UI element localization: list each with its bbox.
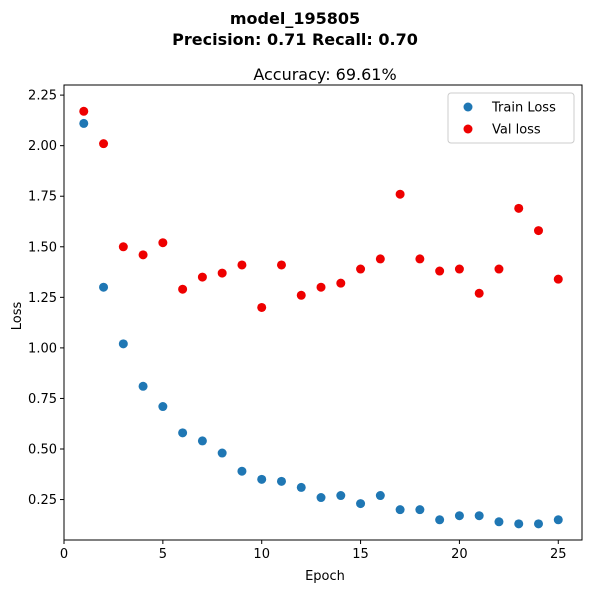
val-loss-point (217, 268, 227, 278)
train-loss-point (158, 402, 168, 412)
x-tick-label: 25 (550, 547, 567, 562)
val-loss-point (474, 288, 484, 298)
train-loss-point (257, 474, 267, 484)
plot-frame (63, 84, 583, 541)
train-loss-point (178, 428, 188, 438)
y-tick-label: 0.50 (28, 443, 57, 458)
y-tick-label: 2.25 (28, 89, 57, 104)
train-loss-point (197, 436, 207, 446)
chart-title: Accuracy: 69.61% (253, 65, 396, 84)
y-tick-label: 1.25 (28, 291, 57, 306)
val-loss-point (79, 106, 89, 116)
val-loss-point (336, 278, 346, 288)
val-loss-point (435, 266, 445, 276)
train-loss-point (454, 511, 464, 521)
train-loss-point (474, 511, 484, 521)
legend-marker-train-loss (463, 102, 473, 112)
train-loss-point (276, 476, 286, 486)
val-loss-point (99, 139, 109, 149)
y-axis-label: Loss (10, 302, 25, 331)
train-loss-point (296, 482, 306, 492)
val-loss-point (415, 254, 425, 264)
x-tick-label: 15 (352, 547, 369, 562)
train-loss-point (118, 339, 128, 349)
x-axis-label: Epoch (305, 569, 345, 584)
train-loss-point (553, 515, 563, 525)
val-loss-point (494, 264, 504, 274)
y-tick-label: 0.75 (28, 392, 57, 407)
train-loss-point (99, 282, 109, 292)
val-loss-point (356, 264, 366, 274)
val-loss-point (197, 272, 207, 282)
val-loss-point (257, 302, 267, 312)
axes: 0 5 10 15 20 25 0.25 0.50 0.75 1.00 1.25 1.50 1.75 2.… (28, 84, 583, 562)
train-loss-point (395, 505, 405, 515)
legend-label-train-loss: Train Loss (491, 101, 556, 116)
y-tick-label: 1.75 (28, 190, 57, 205)
x-tick-label: 0 (60, 547, 68, 562)
val-loss-point (158, 238, 168, 248)
val-loss-point (178, 284, 188, 294)
val-loss-point (375, 254, 385, 264)
val-loss-point (118, 242, 128, 252)
val-loss-point (534, 226, 544, 236)
legend: Train Loss Val loss (447, 92, 575, 144)
train-loss-point (79, 118, 89, 128)
val-loss-point (237, 260, 247, 270)
val-loss-point (395, 189, 405, 199)
legend-label-val-loss: Val loss (492, 123, 541, 138)
train-loss-point (138, 381, 148, 391)
train-loss-point (534, 519, 544, 529)
legend-box (447, 92, 575, 144)
val-loss-point (553, 274, 563, 284)
train-loss-point (336, 491, 346, 501)
x-tick-label: 5 (159, 547, 167, 562)
val-loss-point (316, 282, 326, 292)
y-tick-label: 1.00 (28, 341, 57, 356)
train-loss-point (435, 515, 445, 525)
train-loss-point (217, 448, 227, 458)
train-loss-point (514, 519, 524, 529)
train-loss-point (494, 517, 504, 527)
y-tick-label: 1.50 (28, 240, 57, 255)
train-loss-point (356, 499, 366, 509)
train-loss-point (237, 466, 247, 476)
x-tick-label: 10 (253, 547, 270, 562)
y-tick-label: 2.00 (28, 139, 57, 154)
suptitle-metrics: Precision: 0.71 Recall: 0.70 (172, 30, 418, 49)
train-loss-point (415, 505, 425, 515)
val-loss-point (514, 203, 524, 213)
val-loss-point (276, 260, 286, 270)
train-loss-point (316, 493, 326, 503)
val-loss-point (454, 264, 464, 274)
legend-marker-val-loss (463, 124, 473, 134)
suptitle-model-name: model_195805 (230, 9, 360, 28)
y-tick-label: 0.25 (28, 493, 57, 508)
train-loss-point (375, 491, 385, 501)
x-tick-label: 20 (451, 547, 468, 562)
val-loss-point (138, 250, 148, 260)
plot-marks (79, 106, 563, 529)
val-loss-point (296, 290, 306, 300)
